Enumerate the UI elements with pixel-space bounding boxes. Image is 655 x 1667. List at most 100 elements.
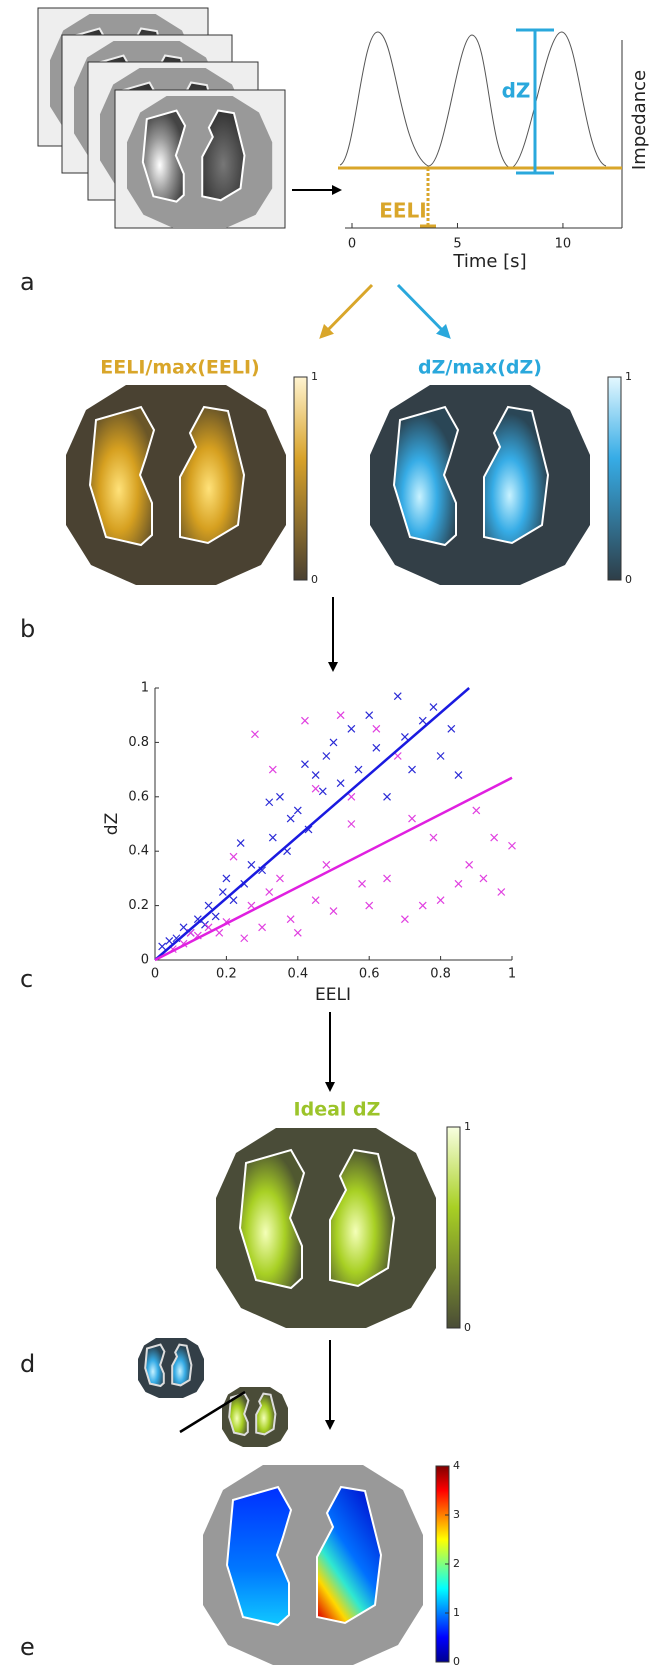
impedance-curve [340, 32, 606, 168]
scatter-point [223, 875, 230, 882]
eeli-label: EELI [379, 199, 427, 223]
scatter-point [251, 731, 258, 738]
x-axis-label: Time [s] [452, 251, 526, 272]
thorax-image [203, 1465, 423, 1665]
thorax-image [370, 385, 590, 585]
scatter-point [269, 834, 276, 841]
scatter-point [330, 739, 337, 746]
x-tick-label: 0.6 [359, 967, 380, 982]
scatter-point [312, 785, 319, 792]
scatter-point [419, 902, 426, 909]
scatter-point [301, 717, 308, 724]
colorbar-tick-label: 3 [453, 1508, 460, 1521]
scatter-point [437, 897, 444, 904]
scatter-point [409, 815, 416, 822]
panel-label: e [20, 1633, 35, 1661]
scatter-point [237, 840, 244, 847]
scatter-point [466, 861, 473, 868]
scatter-point [498, 889, 505, 896]
scatter-point [287, 815, 294, 822]
lung [172, 1345, 191, 1386]
scatter-point [259, 924, 266, 931]
scatter-point [473, 807, 480, 814]
scatter-point [366, 902, 373, 909]
thorax-image [66, 385, 286, 585]
colorbar [294, 377, 307, 580]
scatter-point [409, 766, 416, 773]
panel-title: EELI/max(EELI) [100, 357, 259, 379]
scatter-point [294, 929, 301, 936]
scatter-point [348, 821, 355, 828]
colorbar-tick-label: 4 [453, 1459, 460, 1472]
scatter-point [359, 880, 366, 887]
y-tick-label: 1 [141, 681, 149, 696]
scatter-point [216, 929, 223, 936]
panel-title: Ideal dZ [294, 1099, 381, 1121]
scatter-point [312, 772, 319, 779]
scatter-point [323, 753, 330, 760]
scatter-point [384, 875, 391, 882]
colorbar-tick-label: 1 [464, 1120, 471, 1133]
x-tick-label: 10 [555, 237, 572, 252]
scatter-point [401, 916, 408, 923]
scatter-point [159, 943, 166, 950]
scatter-point [480, 875, 487, 882]
scatter-point [294, 807, 301, 814]
scatter-point [248, 861, 255, 868]
scatter-point [455, 880, 462, 887]
scatter-point [205, 902, 212, 909]
thorax-image [127, 96, 272, 228]
x-tick-label: 0.4 [287, 967, 308, 982]
scatter-point [312, 897, 319, 904]
figure: a b c d e Impedance Time [s] dZ EELI EEL… [0, 0, 655, 1667]
scatter-point [419, 717, 426, 724]
scatter-point [212, 913, 219, 920]
scatter-point [269, 766, 276, 773]
lung [256, 1394, 275, 1435]
y-tick-label: 0 [141, 953, 149, 968]
scatter-point [276, 793, 283, 800]
dz-label: dZ [502, 79, 531, 103]
arrow [322, 285, 372, 336]
scatter-point [287, 916, 294, 923]
scatter-point [205, 924, 212, 931]
scatter-point [509, 842, 516, 849]
colorbar [447, 1127, 460, 1328]
scatter-point [248, 902, 255, 909]
panel-label: a [20, 268, 35, 296]
y-tick-label: 0.8 [128, 735, 149, 750]
scatter-point [166, 937, 173, 944]
colorbar-tick-label: 0 [464, 1321, 471, 1334]
scatter-point [230, 897, 237, 904]
thorax-image [138, 1338, 204, 1398]
scatter-point [301, 761, 308, 768]
x-tick-label: 0.8 [430, 967, 451, 982]
scatter-point [219, 889, 226, 896]
panel-label: d [20, 1350, 35, 1378]
scatter-point [373, 744, 380, 751]
scatter-point [337, 712, 344, 719]
colorbar [608, 377, 621, 580]
x-tick-label: 0.2 [216, 967, 237, 982]
colorbar-tick-label: 1 [453, 1606, 460, 1619]
scatter-point [401, 733, 408, 740]
scatter-point [323, 861, 330, 868]
thorax-image [216, 1128, 436, 1328]
scatter-point [491, 834, 498, 841]
scatter-point [366, 712, 373, 719]
panel-label: c [20, 965, 33, 993]
x-axis-label: EELI [315, 985, 351, 1005]
x-tick-label: 5 [453, 237, 461, 252]
x-tick-label: 1 [508, 967, 516, 982]
x-tick-label: 0 [151, 967, 159, 982]
y-tick-label: 0.2 [128, 898, 149, 913]
y-axis-label: dZ [102, 813, 122, 835]
x-tick-label: 0 [348, 237, 356, 252]
y-tick-label: 0.4 [128, 844, 149, 859]
colorbar-tick-label: 0 [453, 1655, 460, 1667]
arrow [398, 285, 448, 336]
scatter-point [348, 793, 355, 800]
scatter-point [230, 853, 237, 860]
panel-label: b [20, 615, 35, 643]
scatter-point [241, 935, 248, 942]
